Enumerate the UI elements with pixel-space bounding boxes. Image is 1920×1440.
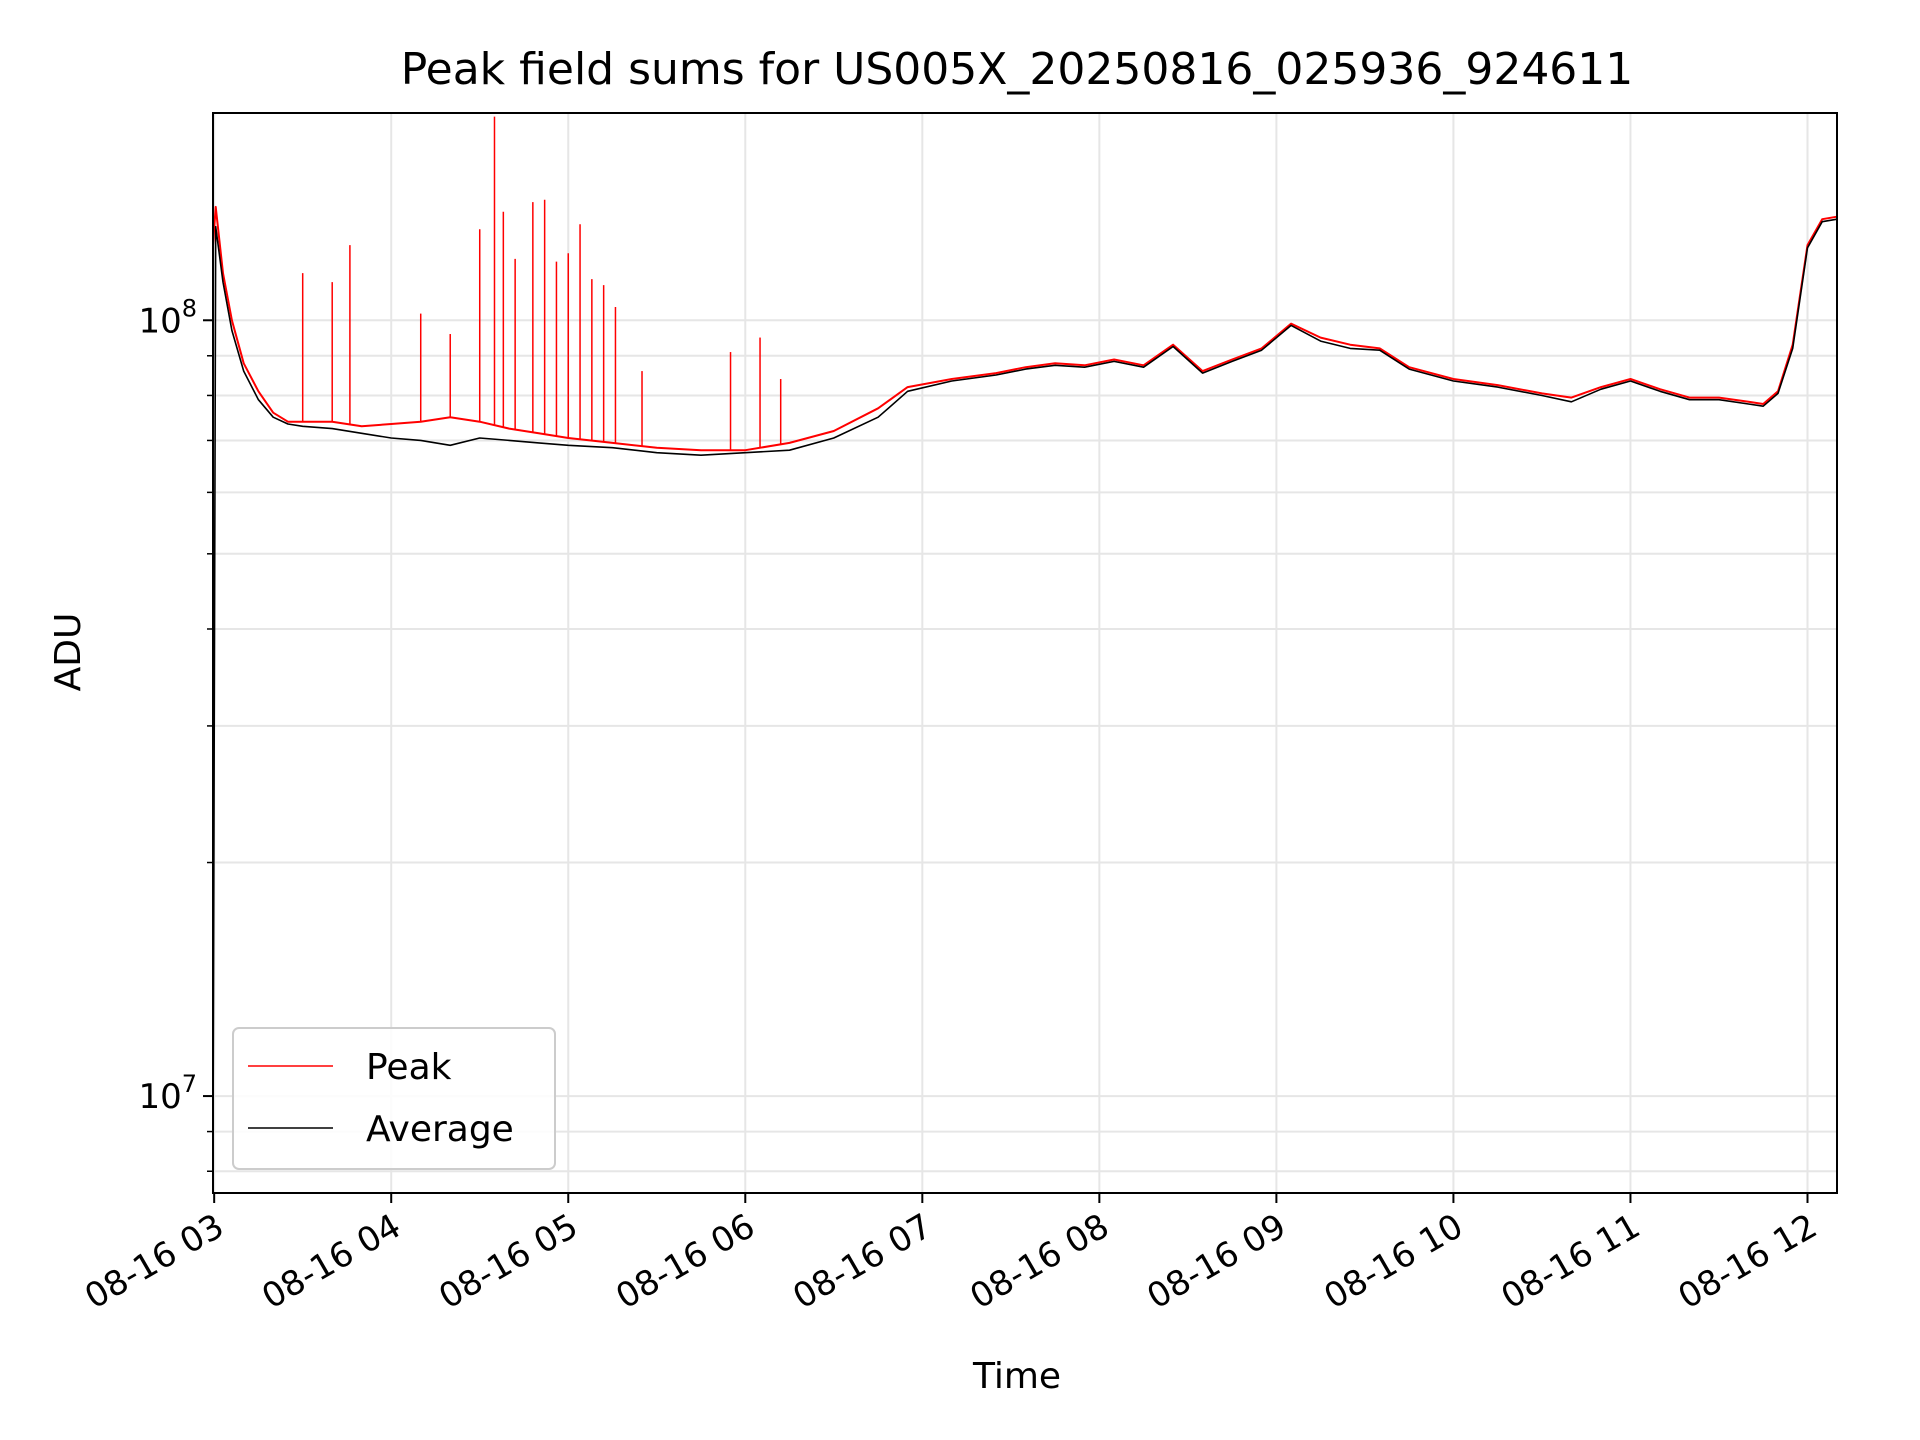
legend: Peak Average <box>232 1027 556 1170</box>
average-series <box>212 218 1838 1151</box>
legend-average-label: Average <box>366 1109 514 1150</box>
peak-series <box>212 116 1838 452</box>
y-axis-label: ADU <box>48 613 89 692</box>
average-line <box>212 218 1838 1151</box>
y-axis-ticks: 107 108 <box>138 294 213 1173</box>
peak-line <box>212 205 1838 452</box>
legend-peak-label: Peak <box>366 1047 452 1088</box>
axes-frame <box>212 112 1838 1194</box>
x-axis-label: Time <box>972 1356 1061 1397</box>
y-tick-label: 107 <box>138 1070 197 1117</box>
legend-box <box>232 1027 556 1170</box>
y-tick-label: 108 <box>138 294 197 341</box>
plot-area <box>212 116 1838 1151</box>
chart-title: Peak field sums for US005X_20250816_0259… <box>401 44 1634 95</box>
